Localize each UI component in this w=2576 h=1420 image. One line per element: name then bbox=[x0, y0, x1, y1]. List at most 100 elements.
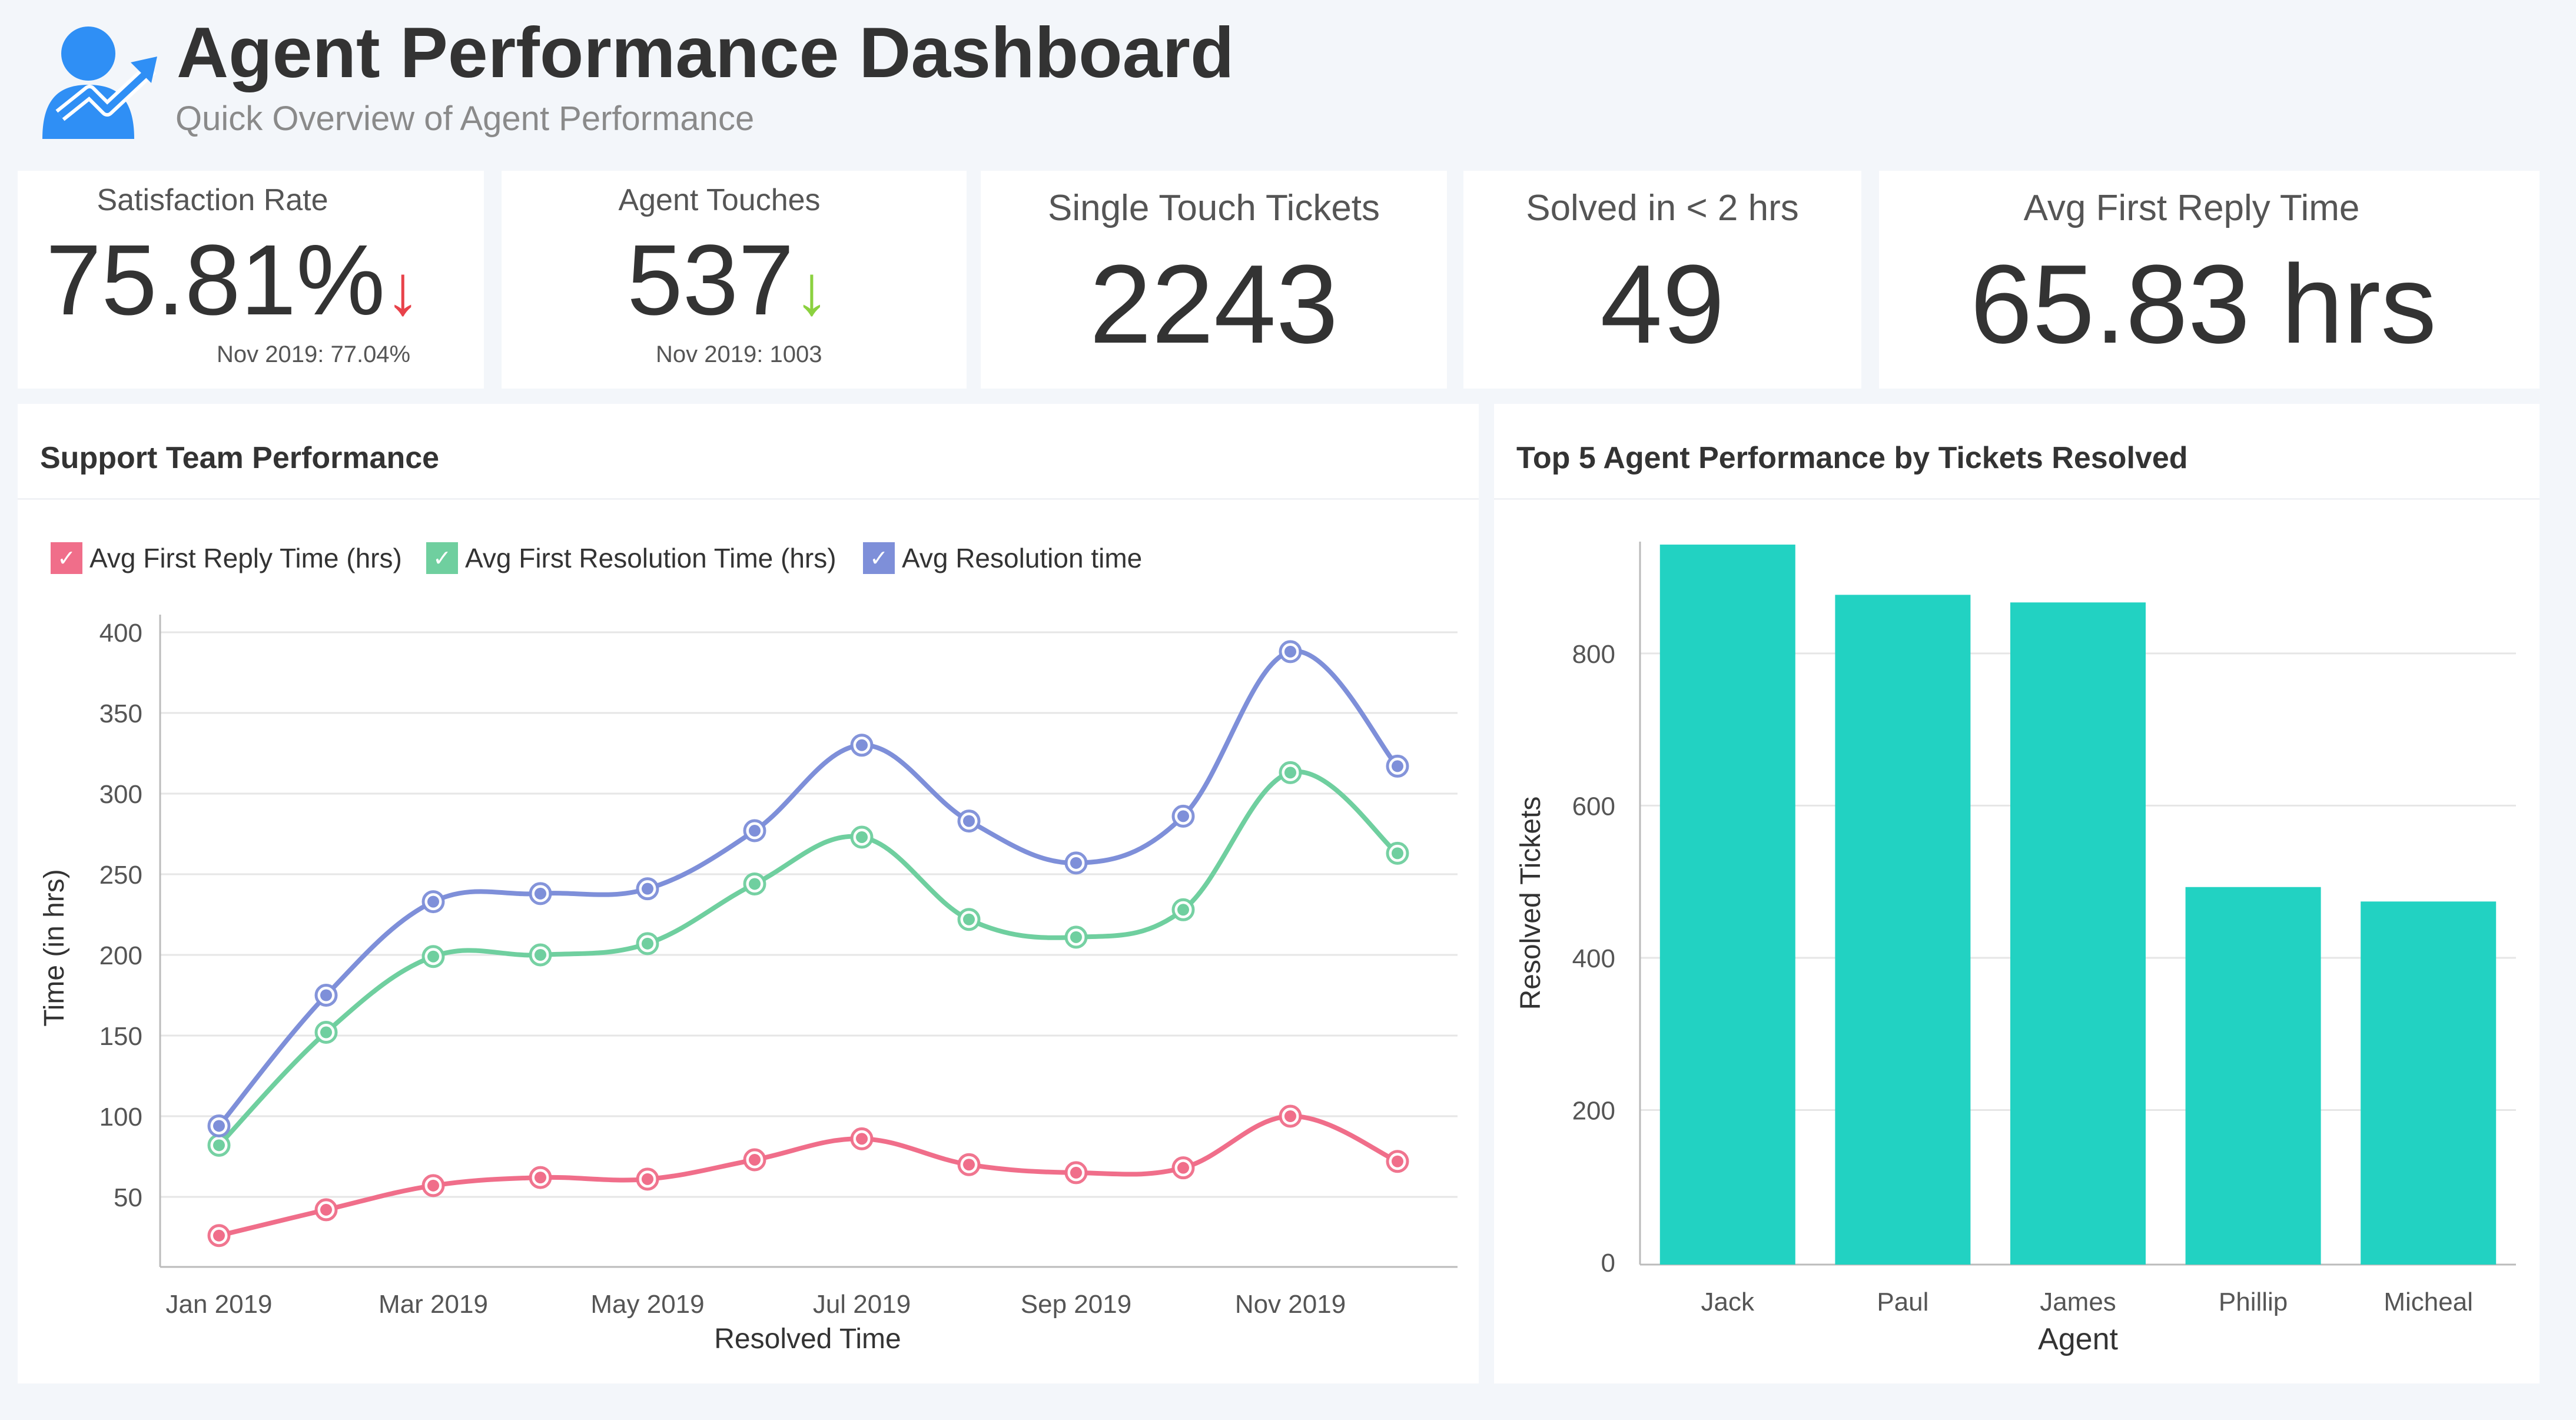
data-point-core bbox=[320, 1203, 332, 1216]
data-point-core bbox=[856, 1133, 868, 1145]
data-point-core bbox=[1284, 767, 1296, 779]
x-axis-label: Agent bbox=[2038, 1322, 2118, 1356]
data-point-core bbox=[427, 895, 439, 908]
bar bbox=[1659, 545, 1795, 1265]
legend-item-first-resolution[interactable]: ✓ Avg First Resolution Time (hrs) bbox=[426, 540, 836, 576]
x-tick-label: Mar 2019 bbox=[379, 1290, 488, 1319]
y-tick-label: 300 bbox=[99, 780, 142, 809]
data-point-core bbox=[213, 1229, 225, 1242]
data-point-core bbox=[1070, 1166, 1082, 1179]
line-chart: 50 100 150 200 250 300 350 400 Jan 2019 Mar 2019 M… bbox=[39, 615, 1458, 1355]
arrow-down-icon: ↓ bbox=[385, 251, 421, 330]
x-tick-label: Nov 2019 bbox=[1235, 1290, 1346, 1319]
kpi-card-satisfaction-rate: Satisfaction Rate 75.81%↓ Nov 2019: 77.0… bbox=[18, 171, 484, 389]
data-point-core bbox=[320, 1026, 332, 1039]
data-point-core bbox=[642, 882, 653, 895]
bar bbox=[2361, 901, 2497, 1265]
kpi-value: 75.81%↓ bbox=[0, 223, 484, 338]
kpi-label: Satisfaction Rate bbox=[97, 183, 328, 217]
series-line-1 bbox=[217, 769, 1399, 1147]
divider bbox=[1494, 498, 2540, 500]
data-point-core bbox=[963, 913, 975, 925]
y-axis-label: Time (in hrs) bbox=[39, 869, 70, 1027]
bar bbox=[1835, 595, 1971, 1265]
bar bbox=[2010, 602, 2146, 1265]
data-point-core bbox=[642, 937, 653, 950]
x-axis-label: Resolved Time bbox=[714, 1323, 901, 1355]
x-tick-label: Phillip bbox=[2219, 1288, 2288, 1316]
x-tick-label: James bbox=[2040, 1288, 2116, 1316]
data-point-core bbox=[535, 1172, 546, 1184]
x-tick-label: May 2019 bbox=[590, 1290, 704, 1319]
data-point-core bbox=[1392, 760, 1403, 772]
panel-title: Support Team Performance bbox=[40, 441, 440, 475]
y-tick-label: 250 bbox=[99, 861, 142, 890]
data-point-core bbox=[427, 950, 439, 963]
page-title: Agent Performance Dashboard bbox=[177, 12, 1234, 92]
legend-item-resolution[interactable]: ✓ Avg Resolution time bbox=[863, 540, 1142, 576]
kpi-value-text: 537 bbox=[627, 224, 794, 336]
data-point-core bbox=[535, 949, 546, 961]
data-point-core bbox=[856, 739, 868, 751]
page-subtitle: Quick Overview of Agent Performance bbox=[175, 99, 755, 138]
y-tick-label: 800 bbox=[1572, 640, 1615, 669]
series-line-0 bbox=[218, 1113, 1399, 1238]
kpi-value: 65.83 hrs bbox=[1970, 242, 2437, 367]
data-point-core bbox=[1284, 1110, 1296, 1122]
y-tick-label: 600 bbox=[1572, 792, 1615, 821]
data-point-core bbox=[749, 1153, 761, 1166]
data-point-core bbox=[213, 1139, 225, 1152]
user-growth-icon bbox=[36, 21, 160, 139]
x-tick-label: Jan 2019 bbox=[165, 1290, 272, 1319]
kpi-value-text: 75.81% bbox=[45, 224, 386, 336]
data-point-core bbox=[1392, 1155, 1403, 1167]
bar bbox=[2185, 887, 2321, 1265]
checkbox-icon[interactable]: ✓ bbox=[863, 542, 895, 574]
kpi-label: Single Touch Tickets bbox=[1047, 188, 1380, 228]
checkbox-icon[interactable]: ✓ bbox=[51, 542, 82, 574]
y-tick-label: 100 bbox=[99, 1103, 142, 1132]
data-point-core bbox=[1070, 931, 1082, 943]
y-tick-label: 50 bbox=[114, 1183, 142, 1212]
panel-title: Top 5 Agent Performance by Tickets Resol… bbox=[1516, 441, 2188, 475]
kpi-value: 49 bbox=[1600, 242, 1725, 367]
data-point-core bbox=[963, 1159, 975, 1171]
data-point-core bbox=[1177, 810, 1189, 822]
support-team-performance-panel: Support Team Performance bbox=[18, 404, 1479, 1383]
x-tick-label: Jack bbox=[1701, 1288, 1755, 1316]
data-point-core bbox=[320, 989, 332, 1001]
data-point-core bbox=[749, 825, 761, 837]
x-tick-label: Paul bbox=[1877, 1288, 1928, 1316]
data-point-core bbox=[856, 831, 868, 843]
data-point-core bbox=[427, 1179, 439, 1192]
divider bbox=[18, 498, 1479, 500]
data-point-core bbox=[213, 1120, 225, 1132]
kpi-label: Solved in < 2 hrs bbox=[1526, 188, 1799, 228]
x-tick-label: Jul 2019 bbox=[813, 1290, 911, 1319]
y-tick-label: 350 bbox=[99, 699, 142, 728]
legend-label: Avg First Resolution Time (hrs) bbox=[465, 543, 836, 573]
kpi-label: Agent Touches bbox=[618, 183, 821, 217]
data-point-core bbox=[642, 1173, 653, 1185]
x-tick-label: Sep 2019 bbox=[1021, 1290, 1131, 1319]
y-tick-label: 150 bbox=[99, 1022, 142, 1051]
y-tick-label: 400 bbox=[99, 619, 142, 648]
y-axis-label: Resolved Tickets bbox=[1515, 797, 1546, 1010]
data-point-core bbox=[535, 887, 546, 900]
data-point-core bbox=[1070, 857, 1082, 869]
kpi-card-agent-touches: Agent Touches 537↓ Nov 2019: 1003 bbox=[502, 171, 967, 389]
data-point-core bbox=[1284, 645, 1296, 658]
kpi-label: Avg First Reply Time bbox=[2023, 188, 2360, 228]
kpi-card-solved-under-2-hrs: Solved in < 2 hrs 49 bbox=[1463, 171, 1861, 389]
y-tick-label: 0 bbox=[1601, 1249, 1615, 1278]
kpi-card-single-touch-tickets: Single Touch Tickets 2243 bbox=[981, 171, 1447, 389]
kpi-value: 2243 bbox=[1089, 242, 1339, 367]
kpi-comparison: Nov 2019: 77.04% bbox=[217, 341, 411, 367]
bar-chart: 0 200 400 600 800 Jack Paul James Phillip Micheal… bbox=[1515, 542, 2516, 1356]
legend-item-first-reply[interactable]: ✓ Avg First Reply Time (hrs) bbox=[51, 540, 402, 576]
data-point-core bbox=[1177, 904, 1189, 916]
y-tick-label: 200 bbox=[99, 941, 142, 970]
x-tick-label: Micheal bbox=[2384, 1288, 2473, 1316]
checkbox-icon[interactable]: ✓ bbox=[426, 542, 458, 574]
y-tick-label: 400 bbox=[1572, 944, 1615, 973]
